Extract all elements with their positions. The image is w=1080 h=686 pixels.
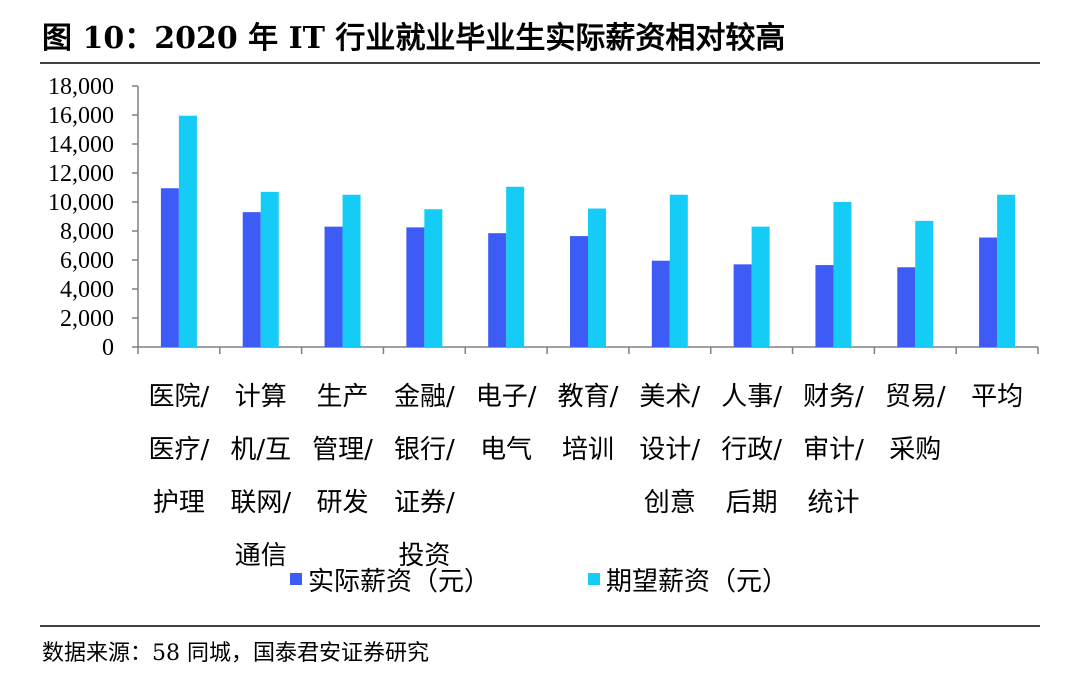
- bar-expected-salary: [342, 194, 361, 347]
- x-tick-label: 投资: [398, 541, 450, 571]
- x-tick-label: 通信: [235, 541, 287, 571]
- bar-actual-salary: [406, 227, 425, 347]
- x-tick-label: 行政/: [721, 435, 782, 465]
- y-tick-label: 6,000: [60, 248, 114, 274]
- x-tick-label: 计算: [235, 382, 287, 412]
- plot-area: 0 2,000 4,000 6,000 8,000 10,000 12,000 14,000 1…: [48, 74, 1039, 571]
- bar-expected-salary: [915, 220, 934, 347]
- y-tick-label: 8,000: [60, 219, 114, 245]
- bar-actual-salary: [160, 188, 179, 347]
- x-tick-label: 后期: [726, 488, 778, 518]
- x-tick-label: 证券/: [394, 488, 455, 518]
- bar-actual-salary: [488, 233, 507, 347]
- y-tick-label: 0: [102, 335, 114, 361]
- source-note: 数据来源：58 同城，国泰君安证券研究: [42, 641, 429, 666]
- x-tick-label: 护理: [153, 488, 205, 518]
- x-tick-label: 管理/: [312, 435, 373, 465]
- x-tick-label: 教育/: [558, 382, 619, 412]
- x-tick-label: 金融/: [394, 382, 455, 412]
- x-tick-label: 采购: [889, 435, 941, 465]
- bar-expected-salary: [751, 226, 770, 347]
- y-tick-label: 4,000: [60, 277, 114, 303]
- y-tick-label: 18,000: [48, 74, 114, 100]
- x-tick-label: 研发: [317, 488, 369, 518]
- x-tick-label: 审计/: [803, 435, 864, 465]
- bar-expected-salary: [833, 202, 852, 347]
- x-tick-label: 联网/: [230, 488, 291, 518]
- bar-expected-salary: [997, 194, 1016, 347]
- bar-actual-salary: [570, 236, 588, 347]
- x-tick-label: 培训: [562, 435, 614, 465]
- x-tick-label: 平均: [971, 382, 1023, 412]
- bar-expected-salary: [588, 208, 606, 347]
- legend-swatch: [588, 573, 600, 585]
- bar-expected-salary: [178, 115, 197, 347]
- x-tick-label: 医疗/: [149, 435, 210, 465]
- bar-expected-salary: [506, 186, 525, 347]
- legend-swatch: [290, 573, 302, 585]
- bar-actual-salary: [897, 267, 916, 347]
- x-tick-label: 贸易/: [885, 382, 946, 412]
- bar-actual-salary: [733, 264, 752, 347]
- bar-actual-salary: [979, 237, 998, 347]
- x-tick-label: 机/互: [230, 435, 291, 465]
- x-tick-label: 创意: [644, 488, 696, 518]
- legend-label: 实际薪资（元）: [308, 567, 490, 597]
- bar-expected-salary: [424, 209, 443, 347]
- x-tick-label: 人事/: [721, 382, 782, 412]
- y-tick-label: 2,000: [60, 306, 114, 332]
- y-tick-label: 14,000: [48, 132, 114, 158]
- bar-expected-salary: [669, 194, 688, 347]
- bar-actual-salary: [324, 226, 343, 347]
- chart-title: 图 10：2020 年 IT 行业就业毕业生实际薪资相对较高: [42, 21, 785, 56]
- x-tick-label: 设计/: [639, 435, 700, 465]
- bar-expected-salary: [260, 191, 279, 347]
- y-tick-label: 10,000: [48, 190, 114, 216]
- x-tick-label: 电子/: [476, 382, 537, 412]
- legend: 实际薪资（元） 期望薪资（元）: [290, 567, 788, 597]
- bar-actual-salary: [651, 260, 670, 347]
- x-tick-label: 电气: [480, 435, 532, 465]
- x-tick-label: 医院/: [149, 382, 210, 412]
- bar-actual-salary: [242, 212, 261, 347]
- x-tick-label: 统计: [807, 488, 859, 518]
- x-tick-label: 财务/: [803, 382, 864, 412]
- x-tick-label: 生产: [317, 382, 369, 412]
- x-tick-label: 银行/: [394, 435, 455, 465]
- bar-actual-salary: [815, 265, 834, 347]
- y-tick-label: 12,000: [48, 161, 114, 187]
- legend-label: 期望薪资（元）: [606, 567, 788, 597]
- x-tick-label: 美术/: [639, 382, 700, 412]
- y-tick-label: 16,000: [48, 103, 114, 129]
